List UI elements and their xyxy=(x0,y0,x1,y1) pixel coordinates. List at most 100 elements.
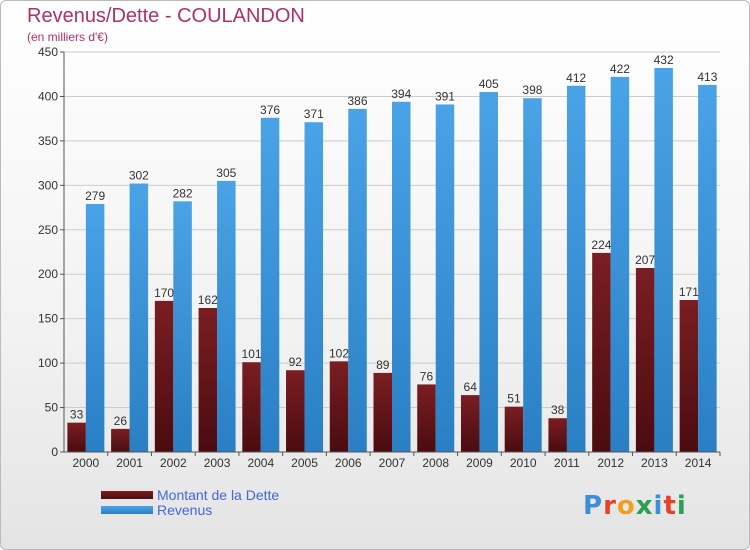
y-tick-label: 450 xyxy=(38,45,58,59)
bar-revenus xyxy=(348,108,367,452)
bar-dette xyxy=(373,372,392,452)
bar-revenus xyxy=(479,92,498,452)
x-tick-label: 2006 xyxy=(335,456,362,470)
logo-letter: t xyxy=(663,491,677,521)
data-label: 376 xyxy=(260,103,280,117)
data-label: 171 xyxy=(679,285,699,299)
legend-label-dette: Montant de la Dette xyxy=(157,486,280,503)
x-tick-label: 2010 xyxy=(510,456,537,470)
bar-revenus xyxy=(392,101,411,453)
bar-dette xyxy=(111,428,130,452)
data-label: 26 xyxy=(114,414,128,428)
data-label: 422 xyxy=(610,62,630,76)
bar-revenus xyxy=(260,117,280,453)
legend-item-revenus: Revenus xyxy=(101,502,279,518)
data-label: 102 xyxy=(329,346,349,360)
bar-revenus xyxy=(523,98,542,452)
data-label: 162 xyxy=(198,293,218,307)
data-label: 224 xyxy=(591,238,611,252)
x-tick-label: 2011 xyxy=(554,456,580,470)
data-label: 413 xyxy=(697,70,717,84)
data-label: 38 xyxy=(551,403,565,417)
chart-subtitle: (en milliers d'€) xyxy=(27,30,108,44)
proxiti-logo: Proxiti xyxy=(583,491,687,521)
x-tick-label: 2002 xyxy=(160,456,187,470)
x-tick-label: 2009 xyxy=(466,456,493,470)
y-tick-label: 250 xyxy=(38,223,58,237)
x-tick-label: 2012 xyxy=(597,456,624,470)
data-label: 101 xyxy=(242,347,262,361)
y-tick-label: 50 xyxy=(45,401,59,415)
legend: Montant de la Dette Revenus xyxy=(101,486,280,518)
bar-revenus xyxy=(654,68,673,452)
bar-dette xyxy=(417,384,436,452)
bar-dette xyxy=(635,268,655,452)
bar-dette xyxy=(198,308,218,452)
axes xyxy=(60,51,721,456)
logo-letter: r xyxy=(603,491,617,521)
bar-revenus xyxy=(129,183,149,453)
data-label: 76 xyxy=(420,369,434,383)
bar-dette xyxy=(679,300,699,452)
x-tick-label: 2008 xyxy=(422,456,449,470)
logo-letter: i xyxy=(653,491,664,521)
data-label: 51 xyxy=(507,392,521,406)
data-label: 207 xyxy=(635,253,655,267)
data-label: 279 xyxy=(85,189,105,203)
x-tick-label: 2004 xyxy=(247,456,274,470)
bar-revenus xyxy=(610,76,630,452)
bar-dette xyxy=(460,395,480,452)
bar-revenus xyxy=(304,122,324,452)
x-tick-label: 2001 xyxy=(116,456,143,470)
bar-revenus xyxy=(566,85,586,453)
bar-dette xyxy=(548,418,567,452)
bar-dette xyxy=(242,362,261,452)
bar-dette xyxy=(592,252,611,452)
y-tick-label: 350 xyxy=(38,134,58,148)
x-tick-label: 2007 xyxy=(379,456,406,470)
data-label: 302 xyxy=(129,169,149,183)
y-tick-label: 300 xyxy=(38,178,58,192)
bar-dette xyxy=(504,406,524,452)
y-tick-label: 100 xyxy=(38,356,58,370)
data-label: 92 xyxy=(289,355,303,369)
data-label: 371 xyxy=(304,107,324,121)
x-tick-label: 2013 xyxy=(641,456,668,470)
data-label: 386 xyxy=(348,94,368,108)
bar-dette xyxy=(286,370,305,452)
logo-letter: i xyxy=(676,491,687,521)
y-tick-label: 0 xyxy=(51,445,58,459)
logo-letter: x xyxy=(635,491,654,521)
x-tick-label: 2000 xyxy=(73,456,100,470)
y-tick-label: 150 xyxy=(38,312,58,326)
y-tick-label: 400 xyxy=(38,89,58,103)
bar-revenus xyxy=(698,84,717,452)
bar-revenus xyxy=(435,104,455,452)
x-tick-label: 2003 xyxy=(204,456,231,470)
logo-letter: o xyxy=(616,491,636,521)
x-tick-label: 2005 xyxy=(291,456,318,470)
data-label: 412 xyxy=(566,71,586,85)
legend-swatch-dette xyxy=(101,490,153,499)
data-label: 394 xyxy=(391,87,411,101)
bar-revenus xyxy=(173,201,192,452)
data-label: 405 xyxy=(479,77,499,91)
data-label: 33 xyxy=(70,408,84,422)
chart-title: Revenus/Dette - COULANDON xyxy=(27,5,305,27)
data-label: 170 xyxy=(154,286,174,300)
labels: 0 50 100 150 200 250 300 350 400 450 33 279 2000 26 30… xyxy=(38,45,718,470)
bar-dette xyxy=(329,361,349,452)
bars xyxy=(67,68,717,453)
data-label: 89 xyxy=(376,358,390,372)
data-label: 64 xyxy=(464,380,478,394)
bar-dette xyxy=(154,300,174,452)
y-tick-label: 200 xyxy=(38,267,58,281)
data-label: 391 xyxy=(435,89,455,103)
data-label: 305 xyxy=(216,166,236,180)
bar-revenus xyxy=(217,180,236,452)
legend-item-dette: Montant de la Dette xyxy=(101,486,280,503)
x-tick-label: 2014 xyxy=(685,456,712,470)
data-label: 282 xyxy=(173,186,193,200)
